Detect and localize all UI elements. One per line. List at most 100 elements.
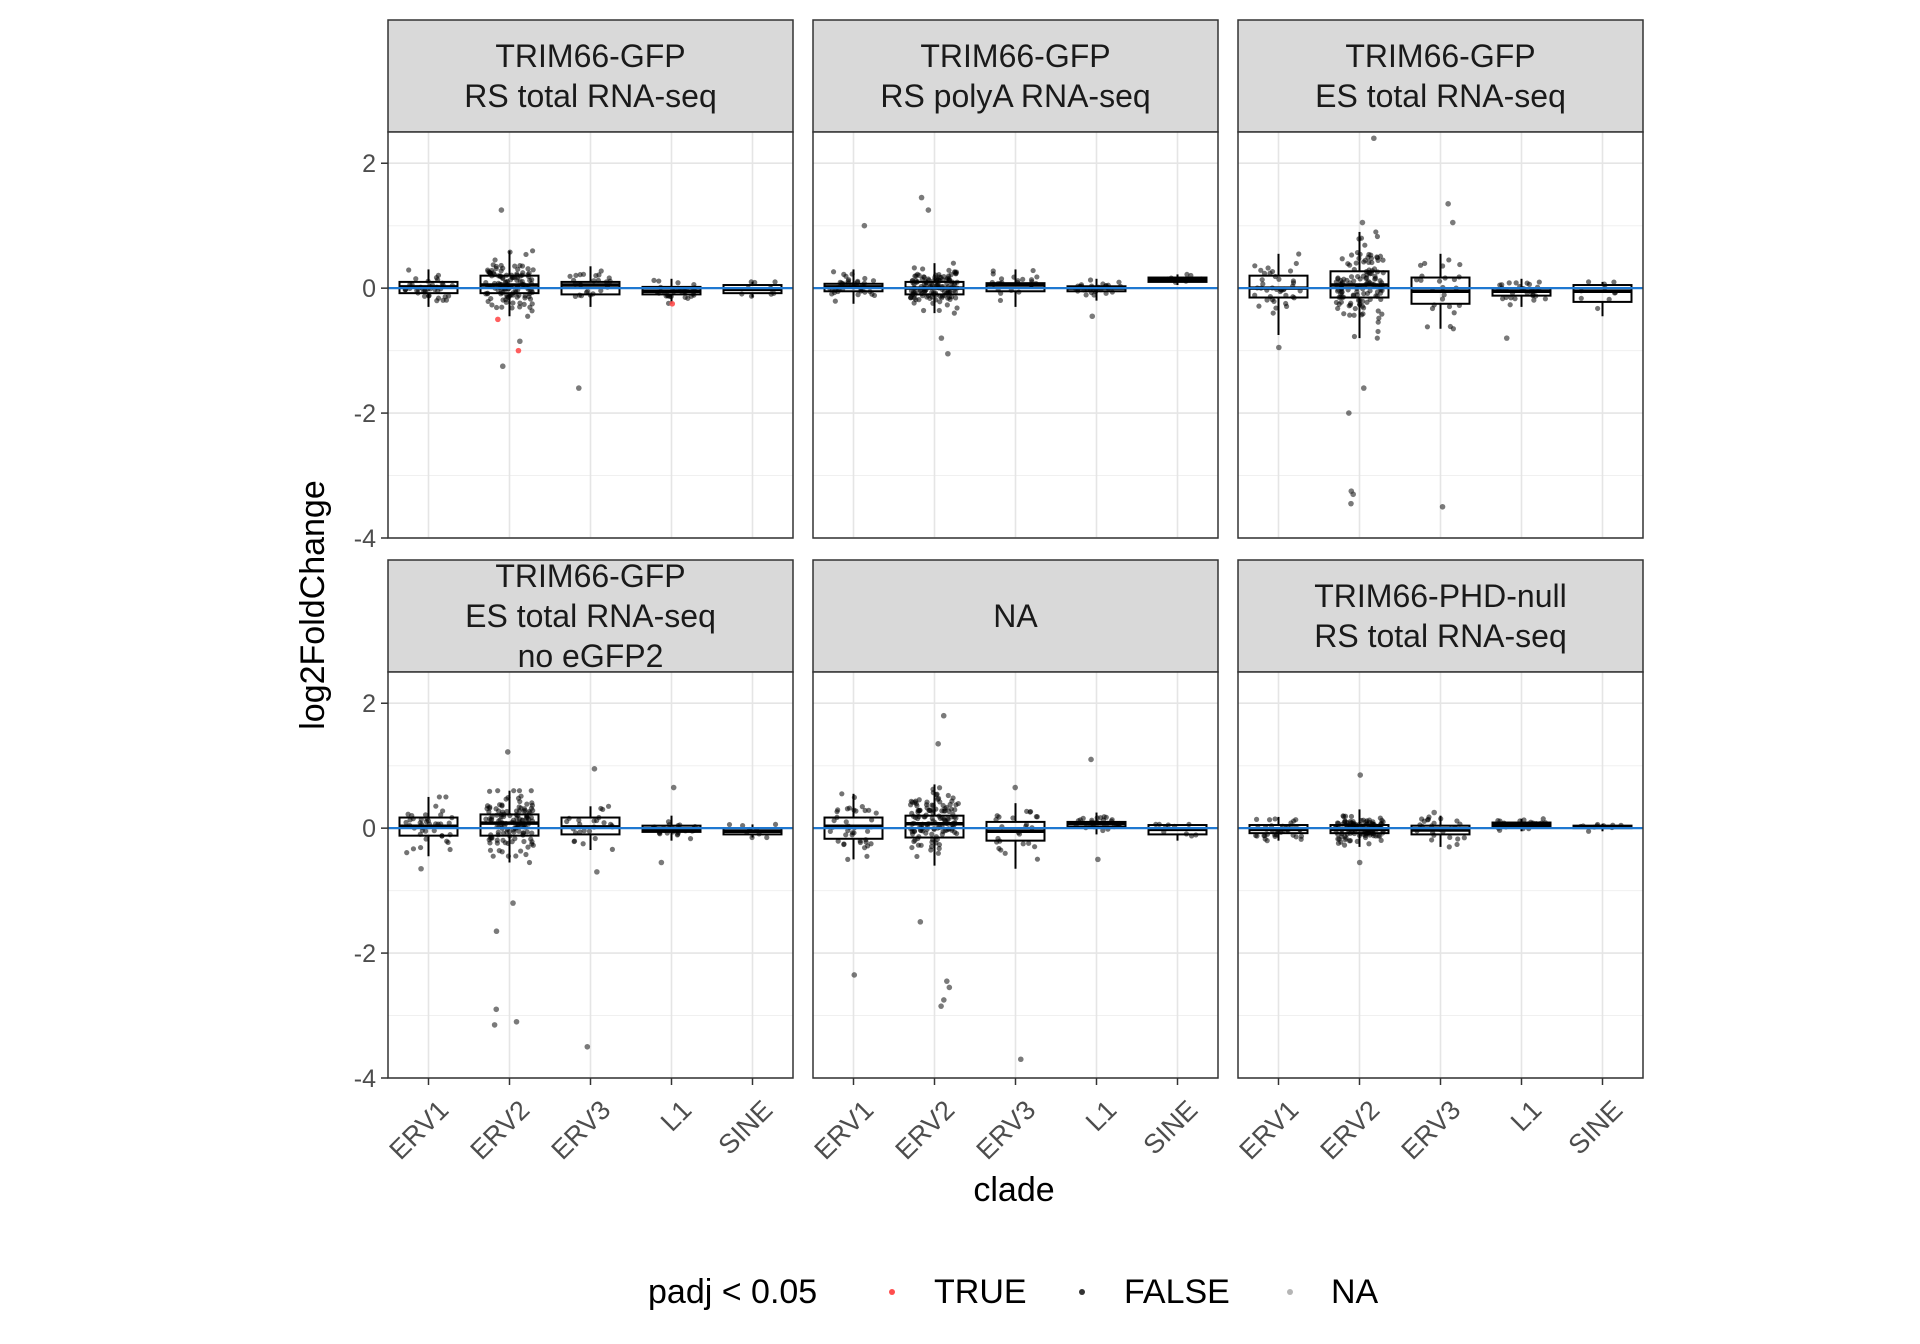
data-point (1334, 288, 1341, 294)
panel-strip (812, 19, 1219, 133)
data-point (1345, 261, 1351, 267)
data-point (726, 821, 733, 828)
outlier-point (495, 316, 501, 323)
panel-strip (387, 19, 794, 133)
data-point (518, 848, 524, 854)
data-point (504, 808, 510, 815)
data-point (942, 828, 948, 834)
data-point (1352, 305, 1358, 312)
data-point (1361, 259, 1367, 265)
data-point (1034, 856, 1041, 862)
data-point (1267, 270, 1273, 276)
data-point (853, 808, 859, 814)
data-point (915, 842, 922, 848)
data-point (564, 818, 570, 825)
data-point (1454, 841, 1460, 848)
data-point (935, 850, 941, 856)
data-point (493, 265, 499, 272)
outlier-point (498, 207, 505, 213)
data-point (1446, 257, 1452, 263)
data-point (953, 815, 959, 821)
data-point (530, 267, 536, 273)
data-point (484, 806, 490, 812)
data-point (1367, 288, 1373, 294)
x-tick-label: L1 (655, 1095, 697, 1137)
outlier-point (493, 1006, 500, 1013)
data-point (843, 832, 849, 838)
data-point (510, 300, 516, 306)
x-tick-label: ERV1 (809, 1095, 880, 1166)
data-point (446, 820, 452, 826)
data-point (514, 294, 520, 300)
data-point (772, 279, 778, 285)
data-point (410, 846, 417, 852)
panel-strip (1237, 559, 1644, 673)
outlier-point (658, 859, 665, 866)
panel-title-line: TRIM66-GFP (1345, 38, 1535, 74)
data-point (950, 260, 957, 266)
panel-title-line: TRIM66-GFP (495, 558, 685, 594)
data-point (606, 275, 612, 281)
data-point (490, 270, 497, 276)
data-point (1351, 312, 1357, 318)
data-point (513, 853, 519, 859)
data-point (1259, 277, 1265, 283)
data-point (1369, 259, 1375, 266)
panel-3: TRIM66-GFP ES total RNA-seq (1237, 19, 1644, 539)
outlier-point (493, 928, 500, 935)
data-point (1026, 840, 1032, 846)
data-point (433, 803, 439, 809)
data-point (1272, 816, 1278, 822)
data-point (509, 839, 515, 845)
data-point (493, 304, 500, 311)
outlier-point (1445, 201, 1451, 207)
data-point (404, 850, 410, 856)
data-point (955, 800, 961, 807)
data-point (495, 788, 501, 794)
data-point (1020, 841, 1026, 847)
data-point (495, 829, 501, 835)
data-point (908, 798, 914, 804)
panel-border (387, 131, 794, 539)
data-point (440, 808, 446, 814)
data-point (942, 817, 948, 824)
data-point (937, 799, 943, 805)
outlier-point (1360, 385, 1367, 391)
data-point (939, 295, 945, 301)
panel-title-line: NA (993, 598, 1038, 634)
data-point (651, 277, 657, 283)
data-point (515, 266, 521, 272)
data-point (869, 817, 875, 823)
data-point (580, 271, 587, 277)
data-point (489, 816, 495, 822)
data-point (1253, 832, 1259, 839)
outlier-point (925, 207, 932, 213)
outlier-point (1350, 491, 1356, 498)
outlier-point (1503, 335, 1510, 341)
data-point (1376, 315, 1382, 321)
data-point (1296, 251, 1302, 257)
data-point (1374, 335, 1380, 341)
data-point (1373, 229, 1379, 235)
data-point (516, 828, 522, 834)
data-point (521, 301, 527, 307)
data-point (521, 808, 527, 814)
data-point (764, 834, 770, 841)
panel-title-line: RS total RNA-seq (1314, 618, 1567, 654)
outlier-point (1089, 313, 1096, 320)
data-point (1290, 278, 1297, 284)
data-point (1010, 815, 1016, 821)
data-point (851, 830, 857, 836)
outlier-point (594, 869, 600, 875)
data-point (857, 839, 863, 846)
data-point (1379, 311, 1385, 317)
data-point (1446, 303, 1453, 310)
data-point (1258, 267, 1264, 273)
data-point (1264, 838, 1270, 844)
panel-title-line: ES total RNA-seq (465, 598, 716, 634)
data-point (1380, 819, 1386, 825)
outlier-point (1088, 756, 1094, 763)
data-point (1368, 252, 1374, 258)
data-point (1023, 821, 1030, 828)
data-point (580, 841, 586, 847)
